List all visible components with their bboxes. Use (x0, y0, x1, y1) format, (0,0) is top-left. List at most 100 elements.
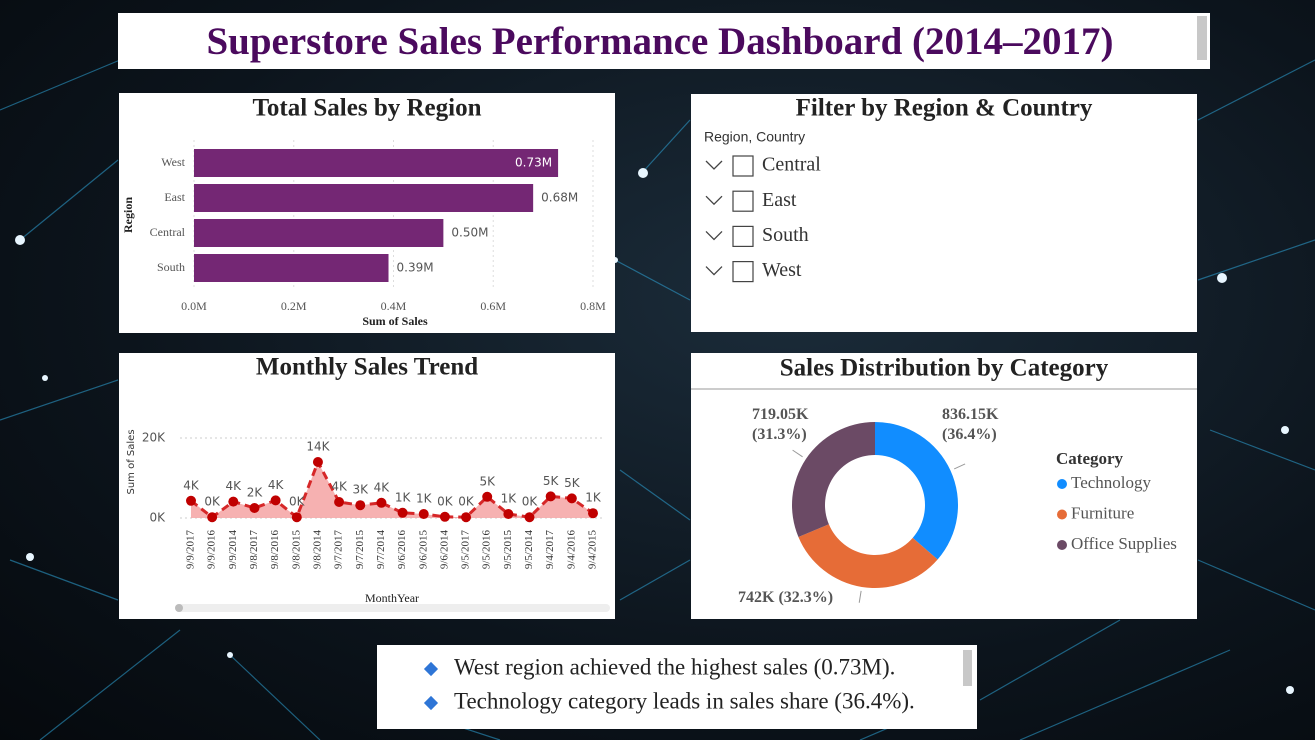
insight-text: Technology category leads in sales share… (454, 688, 915, 713)
filter-panel (691, 94, 1197, 332)
data-label: 836.15K (36.4%) (942, 406, 999, 443)
data-label: 4K (268, 478, 285, 492)
marker (249, 503, 260, 513)
x-tick-label: 9/8/2015 (290, 530, 302, 570)
marker (228, 496, 239, 507)
bar-panel (119, 93, 615, 333)
filter-header: Region, Country (704, 129, 805, 145)
checkbox[interactable] (732, 190, 754, 212)
data-label: 0.50M (451, 226, 488, 240)
chart-title: Sales Distribution by Category (780, 355, 1109, 382)
x-axis-label: Sum of Sales (362, 314, 428, 328)
x-tick-label: 9/7/2015 (354, 530, 366, 570)
title-panel (118, 13, 1210, 69)
marker (397, 507, 408, 518)
marker (439, 511, 450, 522)
leader-line (792, 449, 803, 458)
panels (118, 13, 1210, 729)
marker (312, 457, 323, 467)
donut-slice (798, 524, 938, 588)
chart-title: Monthly Sales Trend (256, 354, 478, 381)
x-tick-label: 0.4M (381, 299, 407, 313)
x-tick-label: 9/4/2015 (587, 530, 599, 570)
network-nodes (15, 168, 1294, 694)
checkbox[interactable] (732, 261, 754, 283)
bar (194, 184, 534, 212)
scrollbar (1197, 16, 1207, 60)
x-axis-label: MonthYear (365, 591, 419, 605)
filter-item[interactable]: South (762, 224, 809, 246)
x-tick-label: 9/6/2015 (417, 530, 429, 570)
filter-item[interactable]: West (762, 259, 802, 281)
marker (334, 497, 345, 507)
marker (270, 495, 281, 506)
scrollbar (963, 650, 972, 686)
data-label: 0.39M (397, 261, 434, 275)
x-tick-label: 9/9/2016 (206, 530, 218, 570)
data-label: 0K (289, 495, 306, 509)
data-label: 719.05K (31.3%) (752, 406, 809, 443)
expand-chevron[interactable] (705, 230, 723, 241)
y-tick-label: Central (150, 225, 186, 239)
insight-text: West region achieved the highest sales (… (454, 654, 895, 679)
filter-item[interactable]: East (762, 189, 797, 211)
x-tick-label: 9/7/2014 (375, 530, 387, 570)
marker (588, 508, 598, 519)
x-tick-label: 9/9/2014 (227, 530, 239, 570)
expand-chevron[interactable] (705, 266, 723, 276)
scroll-thumb[interactable] (175, 604, 183, 612)
expand-chevron[interactable] (705, 160, 723, 170)
expand-chevron[interactable] (705, 195, 723, 206)
data-label: 1K (395, 490, 412, 504)
marker (461, 512, 472, 523)
line-panel (119, 353, 615, 619)
y-tick-label: West (161, 155, 185, 169)
y-axis-label: Region (121, 197, 135, 233)
x-tick-label: 9/5/2017 (460, 530, 472, 570)
marker (376, 497, 387, 508)
x-tick-label: 9/7/2017 (333, 530, 345, 570)
y-tick-label: 20K (142, 431, 166, 445)
data-label: 1K (585, 491, 602, 505)
data-label: 0.73M (515, 156, 552, 170)
marker (207, 512, 218, 523)
checkbox[interactable] (732, 225, 754, 247)
x-tick-label: 9/5/2015 (502, 530, 514, 570)
filter-item[interactable]: Central (762, 154, 821, 176)
data-label: 3K (353, 483, 370, 497)
chart-title: Total Sales by Region (253, 95, 482, 122)
dashboard-title: Superstore Sales Performance Dashboard (… (206, 20, 1113, 63)
legend-marker (1057, 509, 1067, 520)
legend-label: Technology (1071, 473, 1152, 492)
y-tick-label: 0K (149, 511, 166, 525)
legend-label: Office Supplies (1071, 534, 1177, 553)
data-label: 0K (458, 495, 475, 509)
marker (186, 495, 196, 506)
data-label: 4K (331, 480, 348, 494)
x-tick-label: 0.8M (580, 299, 606, 313)
bar (194, 219, 444, 247)
data-label: 742K (32.3%) (738, 589, 834, 606)
data-label: 0K (437, 494, 454, 508)
scrollbar[interactable] (176, 604, 610, 612)
checkbox[interactable] (732, 155, 754, 177)
x-tick-label: 9/8/2016 (269, 530, 281, 570)
x-tick-label: 9/8/2017 (248, 530, 260, 570)
data-label: 1K (416, 492, 433, 506)
marker (355, 500, 366, 511)
marker (566, 493, 577, 504)
x-tick-label: 0.2M (281, 299, 307, 313)
marker (545, 491, 556, 502)
insights-panel (377, 645, 977, 729)
x-tick-label: 0.6M (480, 299, 506, 313)
data-label: 4K (374, 480, 391, 494)
data-label: 4K (226, 479, 243, 493)
y-axis-label: Sum of Sales (126, 429, 137, 494)
marker (291, 512, 302, 523)
data-label: 1K (501, 492, 518, 506)
data-label: 0K (204, 495, 221, 509)
data-label: 0K (522, 495, 539, 509)
